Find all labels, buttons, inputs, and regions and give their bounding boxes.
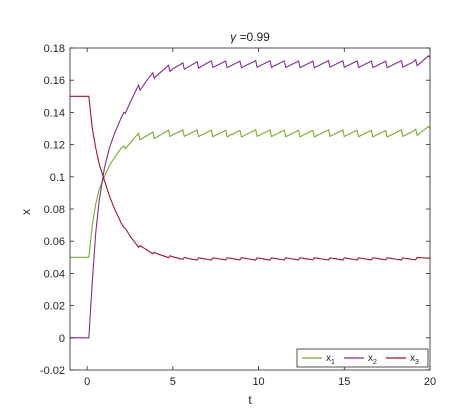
legend-label: x2 [368,353,377,366]
legend: x1 x2 x3 [296,348,429,368]
legend-label: x3 [410,353,419,366]
x-axis-label: t [248,393,252,407]
y-tick-label: 0.12 [44,140,65,152]
series-line-x1 [70,125,431,258]
y-tick-label: 0.18 [44,43,65,55]
y-tick-label: 0 [59,333,65,345]
x-tick-label: 15 [338,376,350,388]
y-tick-label: -0.02 [40,365,65,377]
y-tick-label: 0.08 [44,204,65,216]
title-symbol: γ [230,30,237,44]
series-line-x2 [70,54,431,339]
x-tick-label: 20 [424,376,436,388]
y-axis-label: x [19,209,33,215]
x-tick-label: 10 [252,376,264,388]
y-tick-label: 0.02 [44,301,65,313]
y-tick-label: 0.1 [50,172,65,184]
y-tick-label: 0.06 [44,236,65,248]
y-tick-label: 0.16 [44,75,65,87]
title-value: =0.99 [236,30,270,44]
chart-title: γ =0.99 [230,30,270,44]
ticks-layer: 0 5 10 15 20 -0.02 0 0.02 0.04 0.06 0.08 0.1 0.12 0.1… [40,43,436,388]
plot-area [70,48,430,370]
legend-items: x1 x2 x3 [302,353,419,366]
x-tick-label: 5 [170,376,176,388]
y-tick-label: 0.04 [44,268,65,280]
y-tick-label: 0.14 [44,107,65,119]
x-tick-label: 0 [84,376,90,388]
series-line-x3 [70,95,431,261]
series-layer [70,54,431,339]
legend-label: x1 [326,353,335,366]
